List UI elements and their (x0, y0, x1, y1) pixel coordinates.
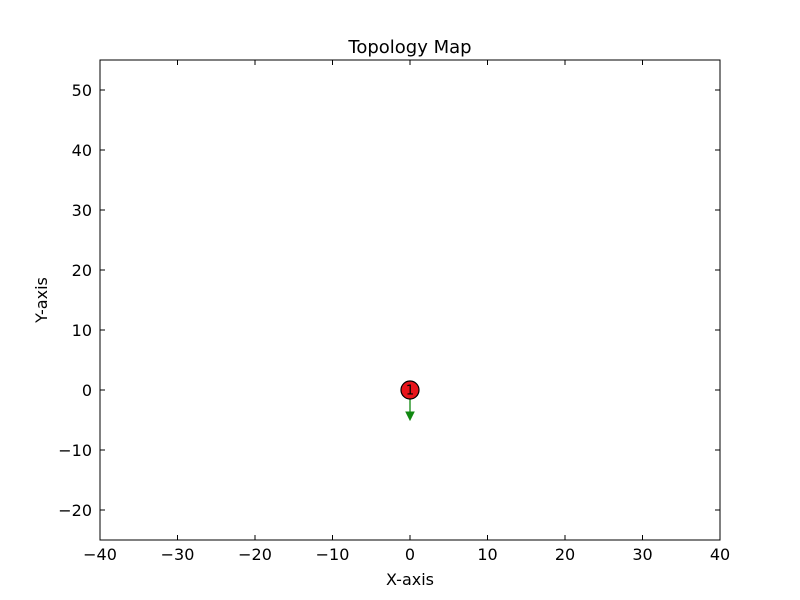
x-axis-label: X-axis (386, 570, 434, 589)
x-tick-label: −30 (161, 545, 195, 564)
x-tick-label: −20 (238, 545, 272, 564)
y-tick-label: 30 (72, 201, 92, 220)
x-tick-label: 10 (477, 545, 497, 564)
edge-arrow-head (405, 411, 415, 422)
y-axis-label: Y-axis (32, 277, 51, 324)
x-tick-label: −10 (316, 545, 350, 564)
y-tick-label: −10 (58, 441, 92, 460)
node-marker (400, 380, 420, 400)
x-tick-label: 40 (710, 545, 730, 564)
chart-title: Topology Map (347, 37, 471, 58)
x-tick-label: 20 (555, 545, 575, 564)
y-tick-label: 0 (82, 381, 92, 400)
y-tick-label: 20 (72, 261, 92, 280)
plot-area: −40 −30 −20 −10 0 10 20 30 40 −20 −10 0 10 20 30 40 50 1 (58, 59, 730, 564)
x-tick-label: 30 (632, 545, 652, 564)
y-tick-label: 10 (72, 321, 92, 340)
plot-frame (99, 59, 721, 541)
y-tick-label: 40 (72, 141, 92, 160)
y-tick-label: −20 (58, 501, 92, 520)
y-tick-label: 50 (72, 81, 92, 100)
node-label: 1 (406, 384, 414, 399)
x-tick-label: 0 (405, 545, 415, 564)
x-tick-label: −40 (83, 545, 117, 564)
